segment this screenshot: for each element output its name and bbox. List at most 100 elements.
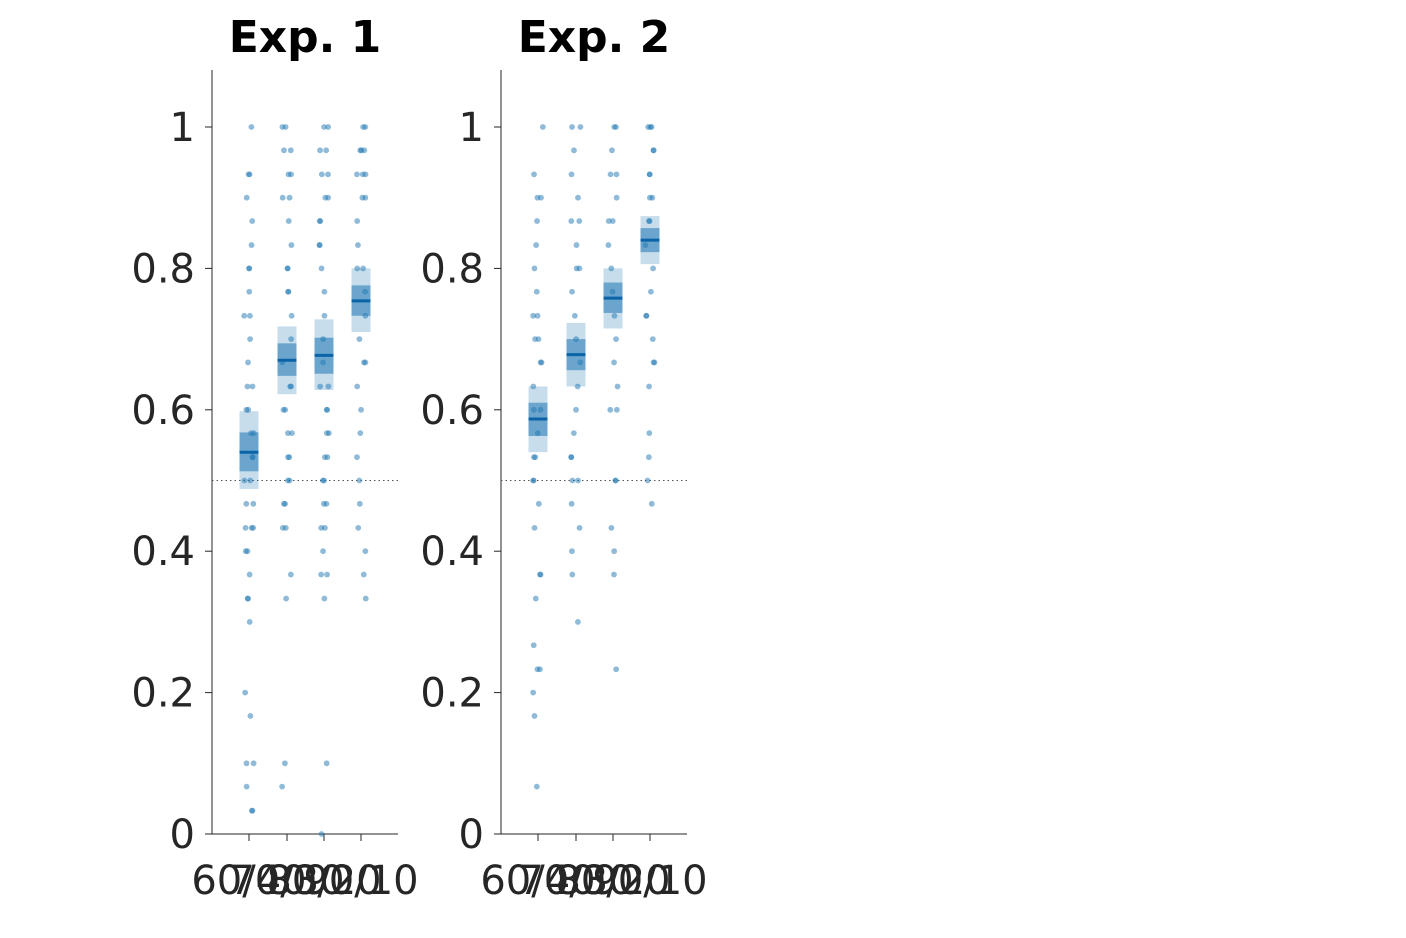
data-point [569, 124, 575, 130]
data-point [648, 500, 655, 507]
data-point [355, 524, 362, 531]
data-point [285, 171, 292, 178]
x-tick-label: 90/10 [592, 858, 707, 904]
data-point [613, 171, 620, 178]
data-point [613, 194, 620, 201]
data-point [285, 454, 291, 461]
data-point [317, 218, 324, 224]
data-point [613, 336, 619, 342]
data-point [575, 194, 581, 201]
data-point [530, 383, 537, 390]
data-point [244, 548, 251, 555]
data-point [323, 406, 330, 413]
data-point [281, 760, 288, 767]
data-point [646, 171, 653, 178]
data-point [243, 783, 250, 790]
y-tick-label: 1 [459, 105, 484, 151]
data-point [325, 171, 331, 178]
data-point [609, 288, 616, 295]
data-point [246, 619, 253, 625]
data-point [531, 524, 538, 531]
data-point [286, 194, 293, 201]
data-point [245, 359, 251, 366]
data-point [320, 336, 327, 342]
data-point [568, 500, 575, 507]
data-point [575, 619, 581, 625]
data-point [243, 760, 250, 767]
data-point [279, 783, 286, 790]
y-tick-label: 0.8 [420, 246, 484, 292]
panel-exp-1: Exp. 1 0 0.2 0.4 0.6 0.8 1 60/4070/3080/2090/1… [131, 12, 418, 904]
data-point [354, 454, 360, 461]
data-point [288, 571, 294, 578]
data-point [244, 383, 251, 390]
data-point [288, 312, 295, 319]
data-point [575, 477, 581, 484]
data-point [535, 336, 542, 342]
data-point [241, 477, 248, 484]
data-point [577, 359, 584, 366]
data-point [535, 500, 542, 507]
data-point [611, 124, 618, 130]
data-point [247, 312, 253, 319]
data-point [611, 548, 618, 555]
data-point [530, 477, 537, 484]
data-point [285, 477, 291, 484]
data-point [279, 194, 286, 201]
x-tick-label: 90/10 [303, 858, 418, 904]
data-point [320, 548, 326, 555]
data-point [569, 477, 576, 484]
data-point [354, 383, 361, 390]
data-point [571, 147, 577, 154]
data-point [360, 124, 367, 130]
data-point [362, 359, 369, 366]
data-point [530, 406, 537, 413]
data-point [611, 359, 617, 366]
data-point [281, 147, 287, 154]
data-point [530, 689, 537, 696]
data-point [323, 500, 330, 507]
data-point [322, 524, 328, 531]
data-point [651, 359, 658, 366]
data-point [321, 595, 328, 602]
data-point [611, 312, 618, 319]
data-point [288, 336, 295, 342]
data-point [531, 171, 537, 178]
data-point [242, 689, 249, 696]
data-point [249, 807, 256, 814]
data-point [650, 147, 657, 154]
data-point [287, 147, 294, 154]
data-point [534, 312, 541, 319]
data-point [538, 194, 544, 201]
data-point [250, 524, 257, 531]
data-point [568, 218, 575, 224]
data-point [646, 194, 653, 201]
y-tick-label: 0.6 [420, 388, 484, 434]
data-point [249, 454, 256, 461]
data-point [248, 430, 254, 437]
data-point [605, 218, 612, 224]
data-point [354, 218, 361, 224]
data-point [577, 124, 584, 130]
data-point [607, 406, 614, 413]
data-point [576, 218, 583, 224]
data-point [530, 642, 537, 649]
x-tick-label: 80/20 [266, 858, 381, 904]
data-point [534, 430, 541, 437]
data-point [605, 242, 612, 248]
data-point [321, 312, 328, 319]
data-point [530, 312, 537, 319]
data-point [646, 383, 652, 390]
data-point [611, 571, 617, 578]
data-point [645, 454, 652, 461]
data-point [357, 430, 364, 437]
data-point [320, 359, 326, 366]
data-point [648, 288, 654, 295]
data-point [289, 430, 295, 437]
y-tick-label: 0.8 [131, 246, 195, 292]
data-point [356, 477, 363, 484]
panel-title: Exp. 2 [518, 12, 671, 63]
data-point [250, 760, 257, 767]
data-point [609, 218, 616, 224]
data-point [317, 383, 324, 390]
